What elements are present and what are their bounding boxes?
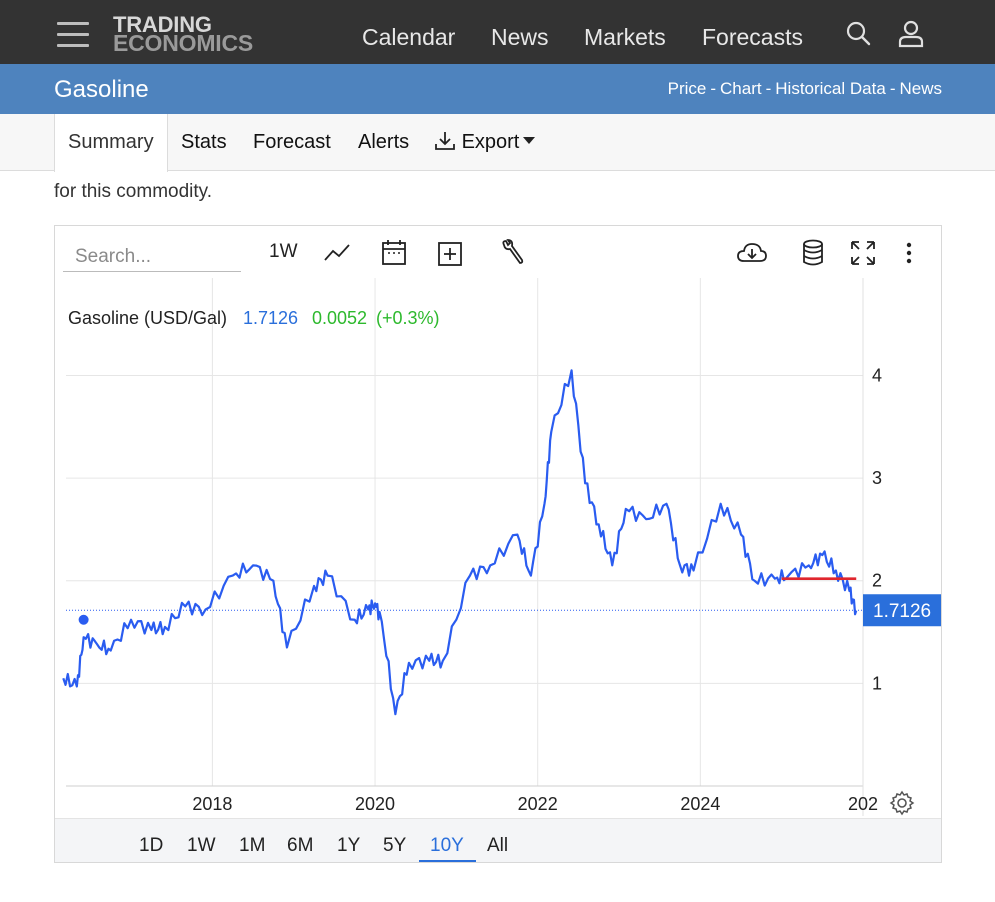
x-tick-label: 202 [848, 794, 878, 814]
news-link[interactable]: News [899, 79, 942, 98]
database-icon[interactable] [801, 238, 825, 268]
x-tick-label: 2024 [680, 794, 720, 814]
range-6m[interactable]: 6M [287, 835, 314, 856]
logo-line-2: ECONOMICS [113, 30, 254, 56]
last-price-label: 1.7126 [873, 601, 931, 622]
range-1d[interactable]: 1D [139, 835, 164, 856]
x-tick-label: 2018 [192, 794, 232, 814]
search-icon[interactable] [845, 20, 873, 48]
legend-name: Gasoline (USD/Gal) [68, 308, 227, 328]
logo-line-1: TRADING [113, 12, 212, 37]
chart-search-input[interactable] [63, 242, 241, 272]
chart-grid [66, 278, 864, 816]
tab-row: Summary Stats Forecast Alerts Export [0, 114, 995, 172]
cloud-download-icon[interactable] [736, 238, 768, 268]
separator: - [889, 79, 896, 98]
x-tick-label: 2020 [355, 794, 395, 814]
x-tick-label: 2022 [518, 794, 558, 814]
title-links: Price - Chart - Historical Data - News [668, 79, 942, 99]
event-marker[interactable] [78, 614, 89, 625]
series-line-gasoline [62, 369, 858, 716]
last-price-badge [863, 594, 941, 627]
tab-forecast[interactable]: Forecast [253, 131, 331, 153]
nav-news-link[interactable]: News [491, 24, 549, 50]
range-bar: 1D 1W 1M 6M 1Y 5Y 10Y All [55, 818, 941, 862]
legend-change: 0.0052 [312, 308, 367, 328]
y-tick-label: 4 [872, 365, 882, 385]
legend-pct: (+0.3%) [376, 308, 440, 328]
hamburger-menu-icon[interactable] [57, 22, 89, 48]
nav-markets-link[interactable]: Markets [584, 24, 666, 50]
nav-forecasts-link[interactable]: Forecasts [702, 24, 803, 50]
price-link[interactable]: Price [667, 79, 707, 98]
range-1y[interactable]: 1Y [337, 835, 361, 856]
settings-gear-icon[interactable] [889, 790, 915, 816]
tab-stats[interactable]: Stats [181, 131, 227, 153]
tab-export[interactable]: Export [434, 114, 536, 171]
tab-alerts[interactable]: Alerts [358, 131, 410, 153]
separator: - [710, 79, 717, 98]
range-1m[interactable]: 1M [239, 835, 266, 856]
price-chart[interactable]: Gasoline (USD/Gal) 1.7126 0.0052 (+0.3%)… [55, 278, 941, 838]
range-1w[interactable]: 1W [187, 835, 216, 856]
separator: - [765, 79, 772, 98]
range-5y[interactable]: 5Y [383, 835, 407, 856]
user-icon[interactable] [897, 20, 925, 48]
add-compare-icon[interactable] [436, 238, 464, 268]
fullscreen-icon[interactable] [849, 238, 877, 268]
chart-link[interactable]: Chart [720, 79, 762, 98]
interval-selector[interactable]: 1W [269, 241, 298, 262]
tab-summary[interactable]: Summary [54, 114, 168, 172]
wrench-icon[interactable] [498, 238, 526, 268]
range-10y[interactable]: 10Y [430, 835, 464, 856]
title-bar: Gasoline Price - Chart - Historical Data - New… [0, 64, 995, 114]
y-tick-label: 1 [872, 673, 882, 693]
download-icon [435, 131, 455, 150]
line-chart-icon[interactable] [322, 238, 352, 268]
chart-widget: 1W Gasoline (USD/Gal) 1.7126 0.0052 [54, 225, 942, 863]
nav-calendar-link[interactable]: Calendar [362, 24, 456, 50]
range-all[interactable]: All [487, 835, 509, 856]
intro-text: for this commodity. [54, 181, 213, 202]
page-title: Gasoline [54, 76, 149, 103]
site-logo[interactable]: TRADING ECONOMICS [113, 12, 254, 56]
more-vert-icon[interactable] [901, 238, 917, 268]
calendar-icon[interactable] [381, 238, 407, 268]
active-range-indicator [419, 860, 476, 862]
y-tick-label: 3 [872, 468, 882, 488]
y-tick-label: 2 [872, 571, 882, 591]
chevron-down-icon [523, 137, 536, 145]
legend-price: 1.7126 [243, 308, 298, 328]
export-label: Export [461, 131, 520, 153]
historical-data-link[interactable]: Historical Data [775, 79, 886, 98]
top-navbar: TRADING ECONOMICS Calendar News Markets … [0, 0, 995, 64]
